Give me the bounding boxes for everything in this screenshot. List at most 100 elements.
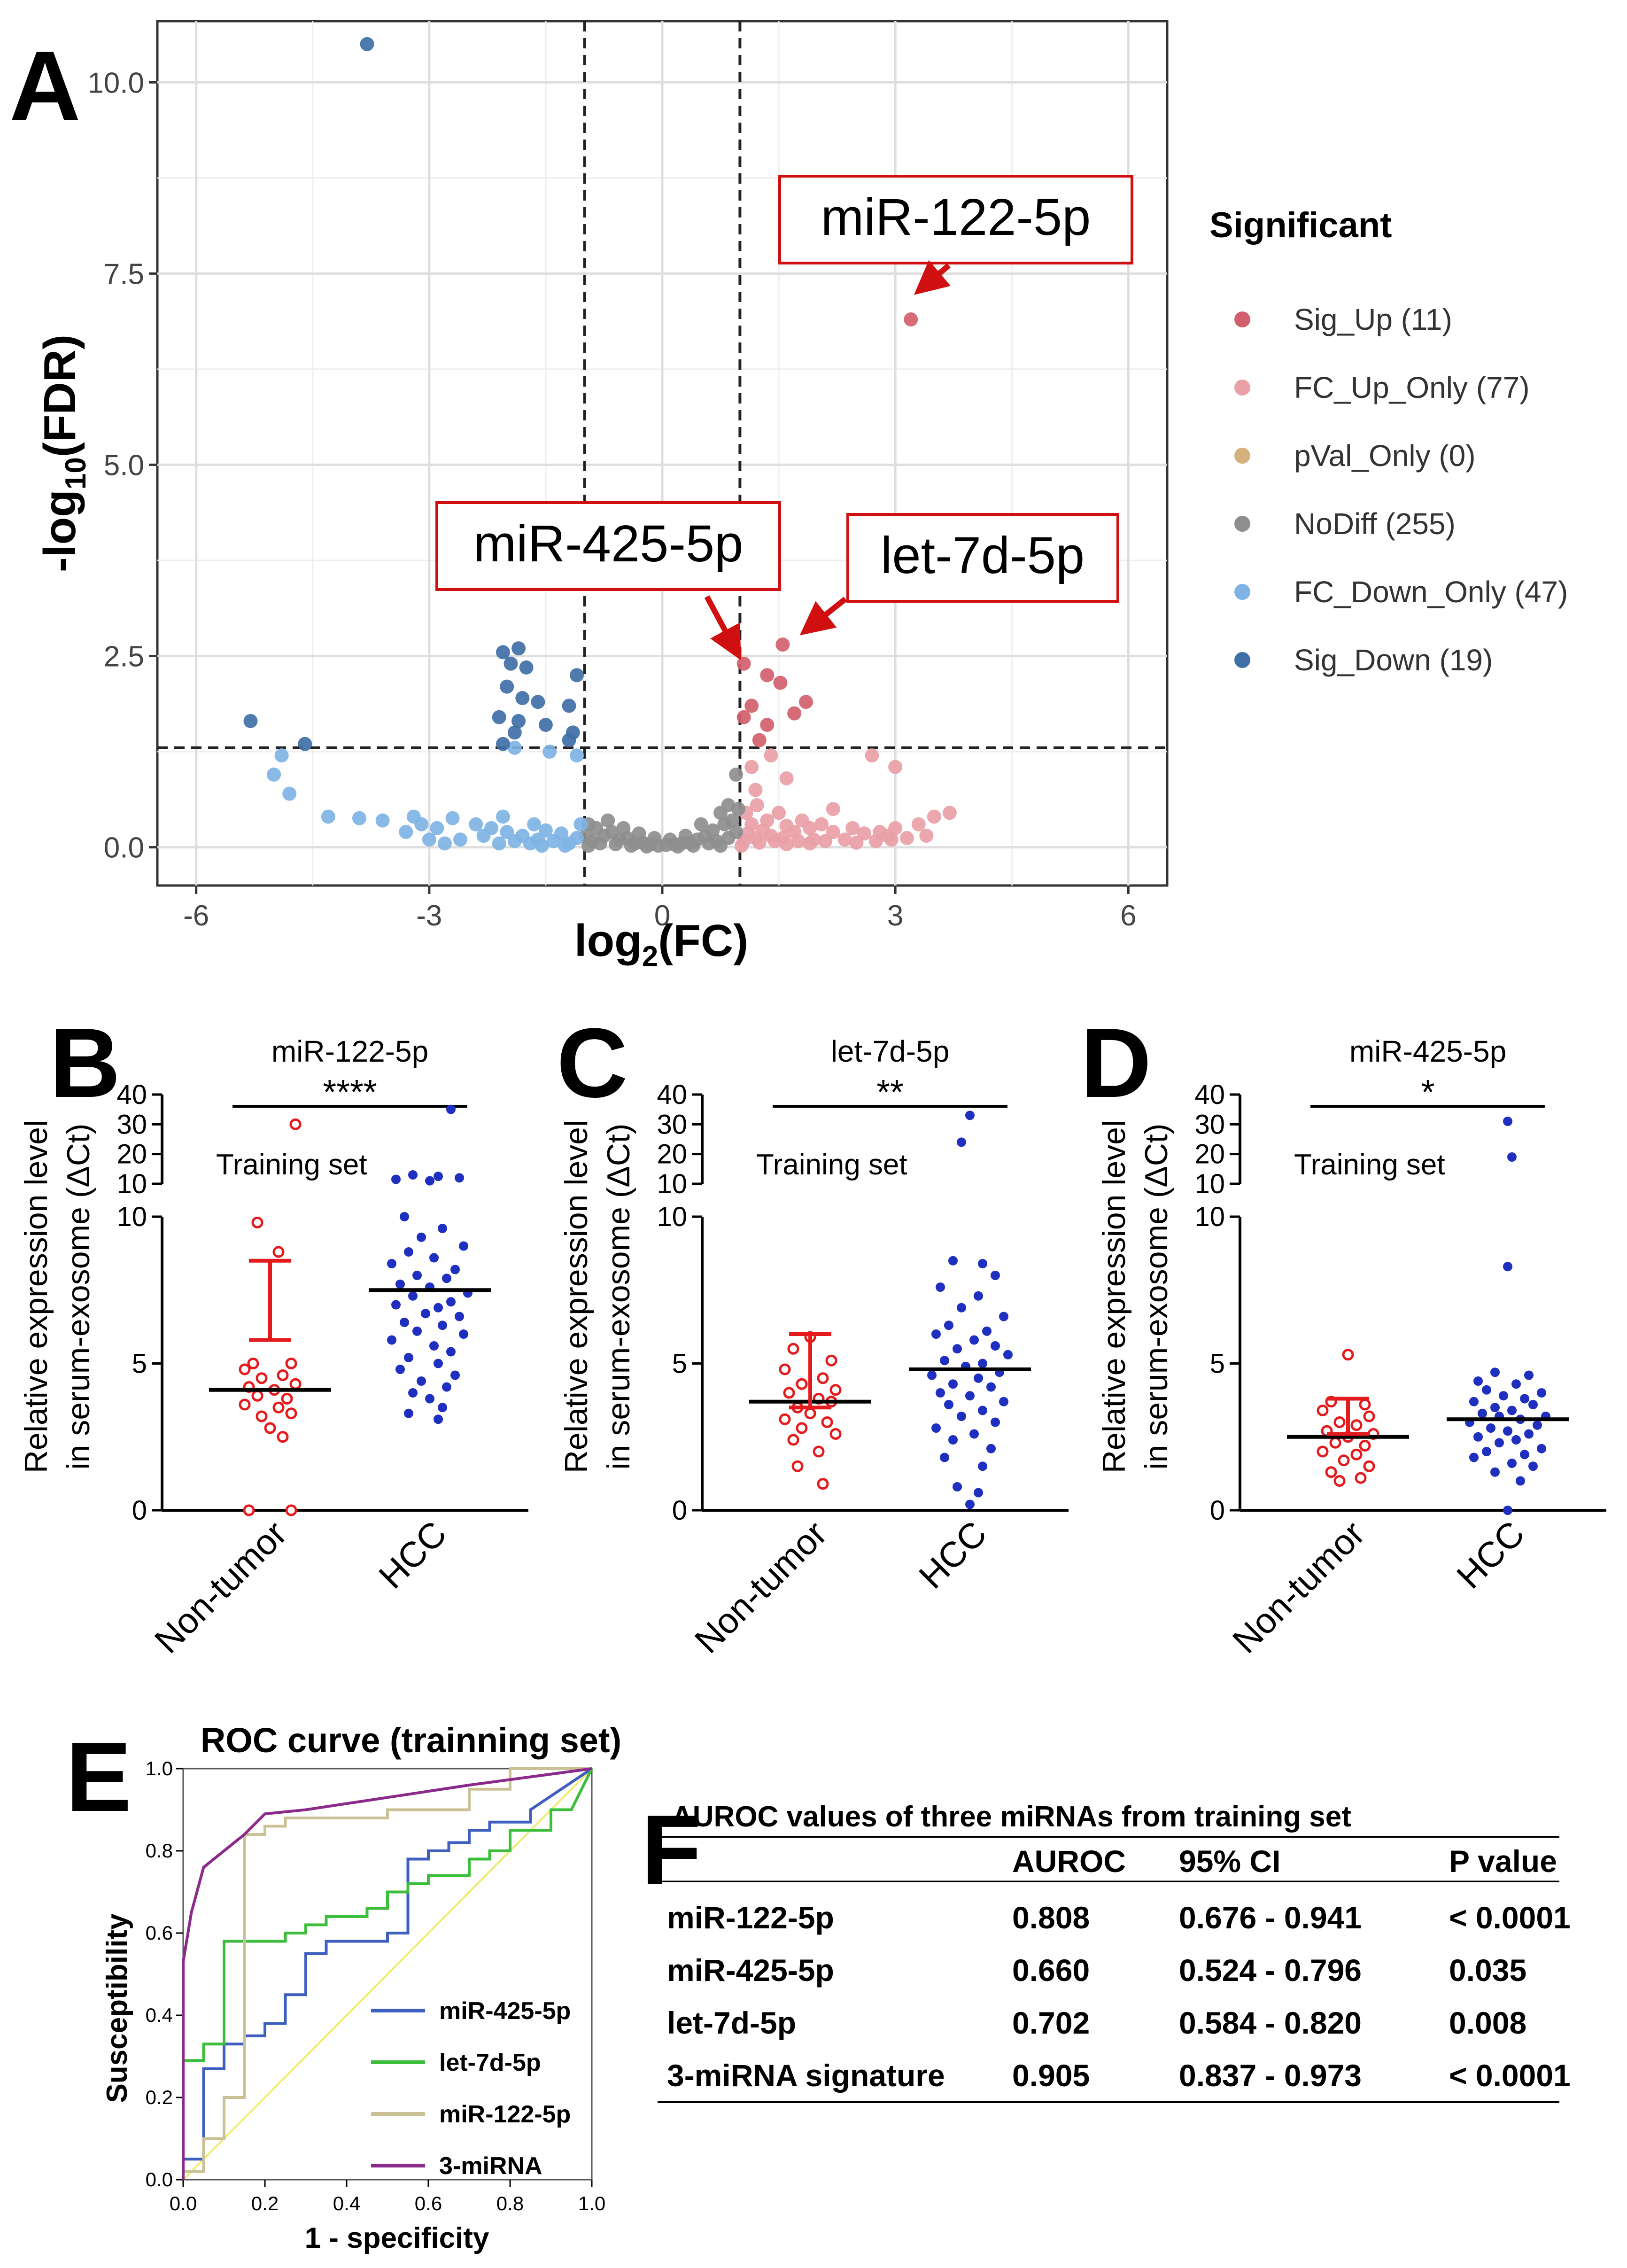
point-hcc bbox=[434, 1172, 443, 1181]
legend-label: NoDiff (255) bbox=[1294, 507, 1456, 541]
point-non-tumor bbox=[1338, 1454, 1350, 1467]
point-nodiff bbox=[725, 813, 739, 828]
point-nodiff bbox=[632, 826, 646, 841]
point-hcc bbox=[991, 1417, 1000, 1427]
roc-curve-let-7d-5p bbox=[182, 1768, 593, 2180]
point-hcc bbox=[974, 1488, 983, 1498]
svg-text:let-7d-5p: let-7d-5p bbox=[881, 527, 1085, 584]
point-hcc bbox=[459, 1329, 468, 1339]
y-tick-label: 0 bbox=[1210, 1495, 1225, 1526]
table-cell: 0.702 bbox=[1012, 2005, 1090, 2040]
y-tick-label: 10 bbox=[116, 1169, 147, 1199]
point-hcc bbox=[1520, 1450, 1529, 1460]
point-fc-up-only bbox=[750, 798, 764, 813]
roc-y-tick-label: 0.6 bbox=[146, 1922, 173, 1944]
point-hcc bbox=[404, 1247, 413, 1257]
point-hcc bbox=[1499, 1391, 1508, 1401]
point-nodiff bbox=[678, 829, 693, 843]
point-hcc bbox=[395, 1365, 405, 1374]
point-sig-up bbox=[760, 718, 775, 732]
point-nodiff bbox=[713, 839, 728, 853]
point-non-tumor bbox=[779, 1363, 791, 1375]
y-tick-label: 5 bbox=[132, 1349, 147, 1379]
roc-y-label: Susceptibility bbox=[101, 1913, 133, 2103]
annotation-let7d: let-7d-5p bbox=[799, 513, 1119, 636]
point-hcc bbox=[446, 1104, 456, 1114]
point-non-tumor bbox=[796, 1422, 808, 1434]
legend-label: FC_Down_Only (47) bbox=[1294, 575, 1568, 609]
point-hcc bbox=[1507, 1459, 1517, 1468]
point-non-tumor bbox=[804, 1407, 816, 1420]
point-hcc bbox=[417, 1376, 426, 1386]
point-fc-up-only bbox=[888, 760, 903, 774]
point-sig-down bbox=[504, 656, 518, 671]
point-fc-down-only bbox=[375, 813, 390, 828]
point-hcc bbox=[1490, 1403, 1500, 1413]
point-hcc bbox=[1507, 1406, 1517, 1415]
point-fc-up-only bbox=[779, 837, 794, 852]
y-tick-label: 10 bbox=[657, 1202, 687, 1232]
table-cell: 0.008 bbox=[1449, 2005, 1526, 2040]
roc-curve-mir-122-5p bbox=[182, 1767, 592, 2180]
point-fc-down-only bbox=[445, 811, 460, 825]
point-fc-up-only bbox=[791, 834, 806, 848]
volcano-y-ticks: 0.0 2.5 5.0 7.5 10.0 bbox=[87, 67, 157, 864]
roc-x-tick-label: 0.2 bbox=[251, 2192, 279, 2214]
x-tick-label: -3 bbox=[416, 900, 442, 932]
point-hcc bbox=[434, 1303, 443, 1313]
significance-stars: * bbox=[1421, 1072, 1435, 1111]
table-cell: 0.905 bbox=[1012, 2058, 1090, 2093]
point-sig-up bbox=[904, 312, 918, 327]
point-hcc bbox=[948, 1435, 958, 1445]
point-fc-down-only bbox=[523, 836, 537, 851]
point-sig-down bbox=[515, 691, 530, 706]
point-fc-down-only bbox=[437, 836, 452, 851]
point-sig-up bbox=[775, 637, 790, 652]
roc-y-tick-label: 0.2 bbox=[146, 2086, 173, 2108]
table-title: AUROC values of three miRNAs from traini… bbox=[672, 1801, 1351, 1833]
point-fc-down-only bbox=[399, 825, 413, 839]
point-fc-up-only bbox=[857, 826, 871, 841]
point-fc-down-only bbox=[542, 745, 557, 759]
y-tick-label: 40 bbox=[1194, 1080, 1225, 1110]
point-non-tumor bbox=[251, 1390, 263, 1402]
point-hcc bbox=[425, 1394, 434, 1404]
point-non-tumor bbox=[256, 1372, 268, 1384]
point-fc-up-only bbox=[803, 836, 817, 851]
roc-legend-label: 3-miRNA bbox=[439, 2152, 542, 2180]
point-hcc bbox=[1537, 1444, 1546, 1453]
legend-marker-fc-up-only bbox=[1234, 380, 1250, 396]
point-hcc bbox=[965, 1111, 975, 1120]
table-cell: 0.584 - 0.820 bbox=[1179, 2005, 1362, 2040]
point-hcc bbox=[974, 1373, 983, 1383]
point-hcc bbox=[417, 1232, 426, 1242]
training-set-note: Training set bbox=[216, 1149, 367, 1181]
point-hcc bbox=[1469, 1397, 1479, 1406]
point-non-tumor bbox=[787, 1343, 799, 1355]
volcano-y-label: -log10(FDR) bbox=[35, 334, 92, 572]
panel-label-e: E bbox=[66, 1722, 132, 1832]
roc-y-tick-label: 0.8 bbox=[146, 1840, 173, 1862]
point-hcc bbox=[978, 1359, 987, 1368]
category-label: Non-tumor bbox=[147, 1514, 294, 1661]
svg-text:miR-425-5p: miR-425-5p bbox=[473, 515, 744, 573]
point-non-tumor bbox=[813, 1445, 825, 1458]
point-sig-up bbox=[760, 668, 775, 683]
legend-label: FC_Up_Only (77) bbox=[1294, 371, 1530, 404]
point-nodiff bbox=[713, 806, 728, 820]
table-cell: miR-122-5p bbox=[667, 1900, 834, 1935]
training-set-note: Training set bbox=[1294, 1149, 1445, 1181]
point-fc-up-only bbox=[779, 771, 794, 786]
point-fc-up-only bbox=[942, 806, 957, 820]
point-fc-down-only bbox=[570, 831, 584, 846]
point-non-tumor bbox=[821, 1416, 833, 1428]
point-sig-up bbox=[798, 695, 813, 709]
point-hcc bbox=[404, 1408, 413, 1418]
point-hcc bbox=[991, 1271, 1000, 1280]
point-sig-up bbox=[744, 699, 759, 713]
category-label: HCC bbox=[1449, 1514, 1532, 1597]
point-hcc bbox=[438, 1403, 447, 1413]
point-hcc bbox=[391, 1300, 401, 1310]
point-hcc bbox=[387, 1335, 396, 1345]
